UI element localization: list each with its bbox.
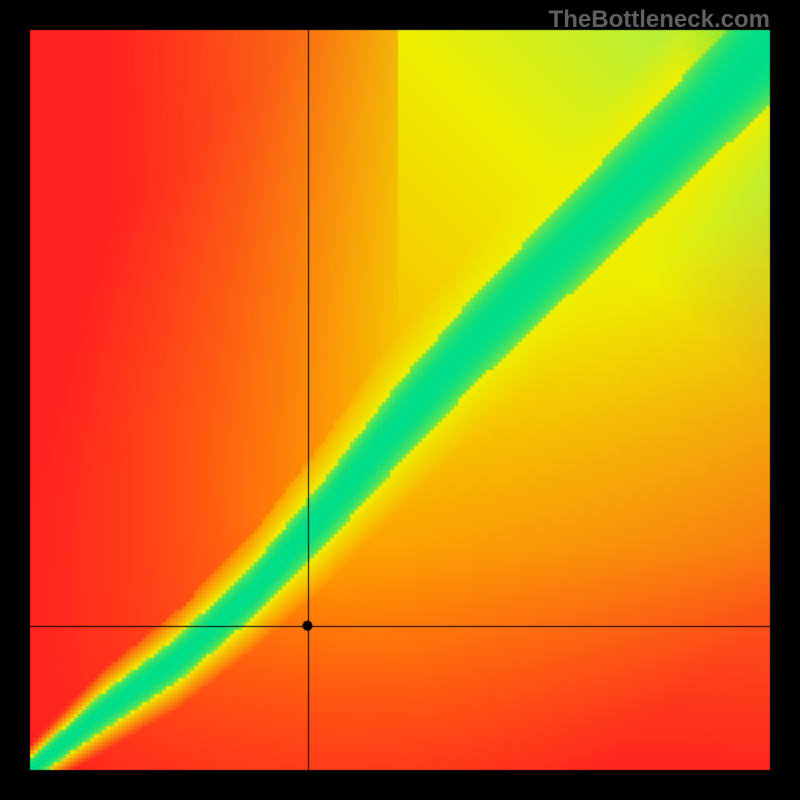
bottleneck-heatmap xyxy=(0,0,800,800)
watermark-text: TheBottleneck.com xyxy=(549,6,770,34)
chart-container: TheBottleneck.com xyxy=(0,0,800,800)
